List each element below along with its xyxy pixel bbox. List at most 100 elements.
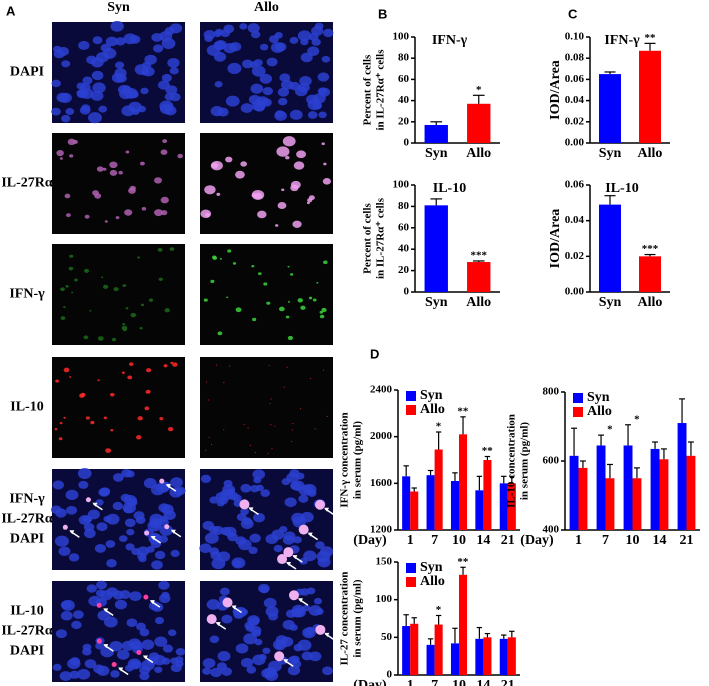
cell xyxy=(249,533,261,543)
micrograph xyxy=(200,581,335,682)
cell xyxy=(102,167,107,171)
cell xyxy=(154,616,165,625)
cell xyxy=(282,136,296,147)
cell xyxy=(160,149,168,155)
y-axis-label: in serum (pg/ml) xyxy=(519,422,531,501)
cell xyxy=(266,57,278,67)
column-label: Allo xyxy=(254,0,279,15)
cell xyxy=(263,282,268,286)
cell xyxy=(225,156,233,163)
x-tick-label: Allo xyxy=(638,146,663,161)
y-tick-label: 1600 xyxy=(370,477,393,489)
cell xyxy=(243,633,258,645)
positive-cell xyxy=(96,638,102,644)
cell xyxy=(299,408,302,410)
cell xyxy=(322,178,332,185)
y-tick-label: 20 xyxy=(398,115,410,127)
x-tick-label: Allo xyxy=(466,146,491,161)
cell xyxy=(82,643,92,651)
cell xyxy=(240,508,249,516)
arrow-head xyxy=(103,644,109,649)
cell xyxy=(103,416,108,420)
bar xyxy=(639,50,661,143)
cell xyxy=(223,24,235,34)
cell xyxy=(72,139,78,145)
cell xyxy=(314,428,316,430)
cell xyxy=(102,284,109,289)
cell xyxy=(61,60,71,68)
cell xyxy=(66,213,71,218)
cell xyxy=(202,667,212,675)
cell xyxy=(89,310,92,312)
cell xyxy=(223,429,225,431)
y-tick-label: 0 xyxy=(404,137,410,149)
cell xyxy=(114,599,128,610)
cell xyxy=(63,416,66,419)
cell xyxy=(289,36,299,44)
bar xyxy=(623,445,633,530)
cell xyxy=(50,505,62,514)
cell xyxy=(78,40,90,50)
cell xyxy=(251,65,266,77)
arrow-head xyxy=(231,605,237,610)
bar xyxy=(483,637,492,675)
cell xyxy=(308,195,315,201)
cell xyxy=(289,81,301,91)
cell xyxy=(161,37,176,50)
cell xyxy=(280,636,294,647)
cell xyxy=(121,640,135,651)
row-label: IFN-γ xyxy=(9,492,45,507)
y-tick-label: 0.06 xyxy=(565,73,585,85)
cell xyxy=(206,599,221,610)
cell xyxy=(69,376,72,378)
cell xyxy=(290,180,301,189)
positive-cell xyxy=(239,499,250,510)
y-tick-label: 0.00 xyxy=(565,137,585,149)
positive-cell xyxy=(136,650,142,656)
arrow-head xyxy=(215,622,221,627)
cell xyxy=(215,28,224,36)
bar xyxy=(639,256,661,292)
y-tick-label: 2000 xyxy=(370,430,393,442)
bar xyxy=(605,478,615,530)
bar xyxy=(599,74,621,143)
cell xyxy=(313,597,323,605)
cell xyxy=(130,312,137,318)
cell xyxy=(152,44,164,53)
cell xyxy=(291,440,293,442)
significance: * xyxy=(436,604,442,616)
cell xyxy=(100,43,112,53)
x-tick-label: 7 xyxy=(431,533,438,548)
micrograph xyxy=(50,467,186,570)
cell xyxy=(122,284,127,288)
cell xyxy=(87,112,102,124)
micrograph-bg xyxy=(200,133,333,234)
cell xyxy=(139,326,143,330)
cell xyxy=(306,201,310,205)
arrow-head xyxy=(324,632,330,637)
cell xyxy=(69,254,74,258)
cell xyxy=(81,104,91,112)
x-tick-label: 7 xyxy=(602,533,609,548)
cell xyxy=(59,671,72,681)
x-tick-label: Syn xyxy=(599,295,622,310)
cell xyxy=(210,443,213,445)
cell xyxy=(214,81,223,88)
cell xyxy=(240,657,254,668)
cell xyxy=(252,469,266,480)
cell xyxy=(274,42,287,52)
x-tick-label: 10 xyxy=(626,533,640,548)
cell xyxy=(289,624,298,631)
cell xyxy=(94,193,102,199)
cell xyxy=(91,70,104,81)
cell xyxy=(125,150,130,154)
cell xyxy=(278,306,285,312)
cell xyxy=(154,550,166,560)
cell xyxy=(289,273,294,276)
cell xyxy=(287,335,294,341)
significance: *** xyxy=(642,243,659,255)
cell xyxy=(118,535,128,543)
y-tick-label: 60 xyxy=(398,73,410,85)
cell xyxy=(61,114,71,123)
cell xyxy=(220,527,232,536)
